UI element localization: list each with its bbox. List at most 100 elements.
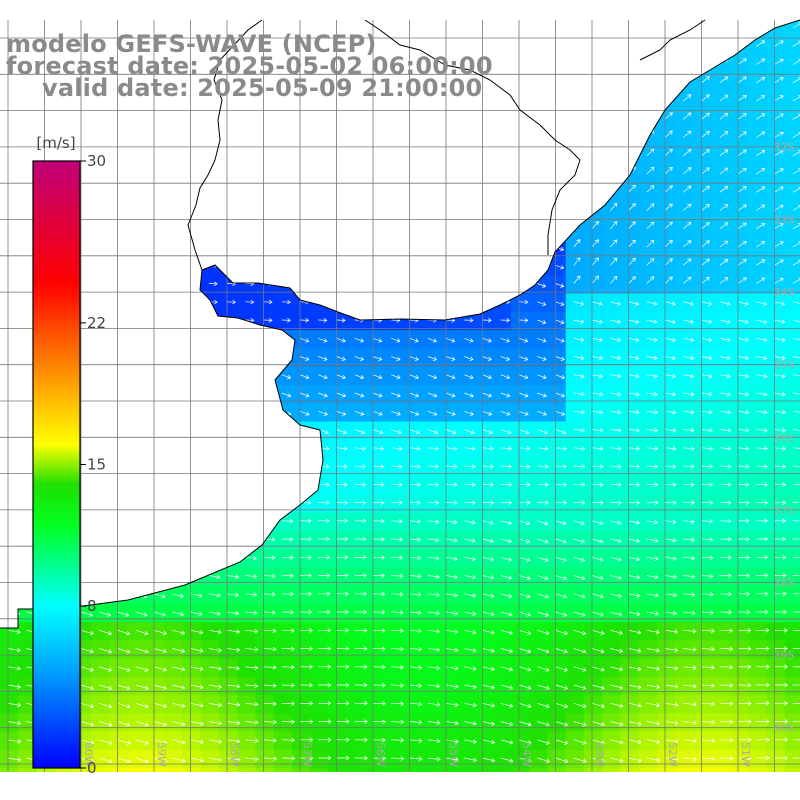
wind-speed-cell (200, 403, 220, 423)
wind-speed-cell (565, 20, 585, 39)
wind-arrow (591, 464, 604, 469)
wind-speed-cell (438, 202, 457, 222)
wind-arrow (208, 684, 223, 690)
wind-arrow (610, 629, 624, 635)
wind-speed-cell (547, 567, 567, 587)
wind-arrow (117, 356, 127, 361)
wind-arrow (245, 318, 255, 323)
wind-arrow (701, 222, 710, 230)
wind-arrow (427, 756, 441, 762)
wind-speed-cell (766, 512, 786, 532)
wind-speed-cell (146, 257, 165, 277)
wind-speed-cell (748, 366, 768, 386)
wind-speed-cell (346, 366, 366, 386)
wind-arrow (26, 99, 36, 104)
wind-speed-cell (547, 20, 567, 39)
wind-arrow (518, 684, 532, 690)
wind-arrow (646, 574, 659, 580)
wind-speed-cell (54, 768, 74, 772)
wind-speed-cell (292, 731, 311, 751)
wind-arrow (610, 148, 618, 157)
wind-arrow (336, 446, 348, 451)
wind-arrow (591, 629, 605, 636)
wind-arrow (756, 186, 766, 193)
wind-speed-cell (547, 366, 567, 386)
wind-speed-cell (438, 640, 457, 660)
wind-arrow (464, 648, 477, 653)
wind-speed-cell (511, 385, 530, 404)
wind-speed-cell (657, 56, 676, 76)
wind-arrow (792, 301, 800, 306)
wind-arrow (299, 664, 314, 670)
wind-speed-cell (346, 476, 366, 496)
wind-arrow (482, 556, 495, 562)
wind-speed-cell (328, 312, 348, 331)
wind-speed-cell (365, 439, 384, 459)
wind-arrow (318, 117, 328, 122)
wind-arrow (263, 701, 277, 707)
wind-arrow (774, 373, 786, 379)
wind-arrow (409, 299, 419, 305)
wind-speed-cell (584, 330, 603, 350)
wind-speed-cell (547, 147, 567, 167)
wind-arrow (482, 263, 492, 268)
wind-speed-cell (237, 695, 257, 715)
wind-arrow (482, 337, 492, 343)
wind-speed-cell (292, 512, 311, 532)
wind-arrow (354, 555, 367, 560)
wind-arrow (610, 721, 624, 727)
wind-arrow (756, 168, 766, 175)
wind-arrow (245, 190, 255, 195)
wind-arrow (409, 701, 423, 707)
wind-speed-cell (182, 731, 202, 751)
wind-speed-cell (237, 403, 257, 423)
wind-arrow (117, 611, 130, 617)
wind-arrow (756, 22, 766, 29)
wind-arrow (445, 702, 459, 708)
wind-speed-cell (748, 604, 768, 623)
wind-arrow (354, 190, 365, 195)
wind-arrow (7, 392, 18, 398)
wind-arrow (664, 185, 673, 193)
wind-speed-cell (146, 166, 165, 185)
wind-arrow (573, 464, 586, 469)
wind-speed-cell (365, 220, 384, 240)
wind-arrow (482, 281, 492, 287)
wind-speed-cell (438, 731, 457, 751)
wind-speed-cell (474, 695, 494, 715)
wind-arrow (792, 536, 800, 542)
wind-speed-cell (584, 658, 603, 678)
wind-speed-cell (693, 239, 713, 258)
wind-speed-cell (255, 293, 275, 313)
wind-speed-cell (748, 20, 768, 39)
wind-arrow (245, 374, 255, 380)
wind-speed-cell (383, 366, 403, 386)
wind-arrow (646, 721, 661, 726)
wind-arrow (683, 482, 695, 487)
wind-speed-cell (146, 293, 165, 313)
wind-arrow (336, 737, 350, 743)
wind-speed-cell (456, 385, 476, 404)
wind-speed-cell (730, 567, 749, 587)
wind-speed-cell (146, 439, 165, 459)
wind-speed-cell (529, 439, 549, 459)
wind-speed-cell (346, 512, 366, 532)
wind-speed-cell (584, 713, 603, 733)
wind-speed-cell (675, 512, 695, 532)
wind-arrow (573, 202, 581, 211)
wind-arrow (190, 374, 200, 380)
wind-speed-cell (638, 166, 658, 185)
wind-arrow (226, 337, 237, 343)
wind-arrow (299, 117, 310, 122)
wind-arrow (281, 208, 291, 214)
wind-speed-cell (91, 129, 111, 149)
wind-arrow (737, 167, 747, 175)
wind-speed-cell (711, 330, 731, 350)
wind-speed-cell (127, 129, 147, 149)
wind-arrow (427, 337, 437, 343)
wind-arrow (518, 62, 529, 68)
wind-speed-cell (638, 93, 658, 112)
wind-speed-cell (456, 512, 476, 532)
wind-arrow (701, 555, 714, 561)
wind-arrow (756, 40, 766, 47)
